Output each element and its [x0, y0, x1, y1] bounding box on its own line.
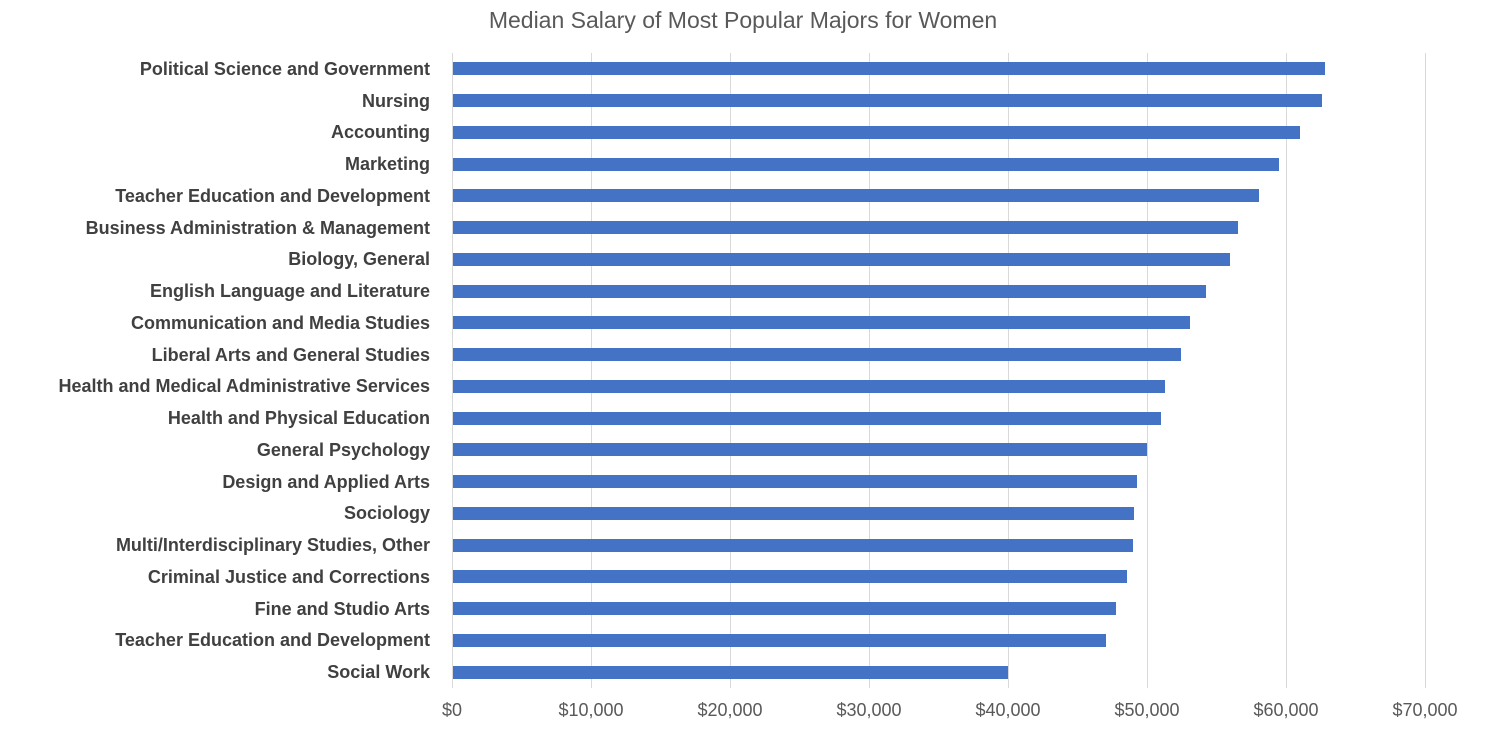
category-label: Criminal Justice and Corrections [147, 566, 430, 587]
bar [453, 411, 1161, 425]
category-label: Marketing [344, 154, 430, 175]
category-label: General Psychology [256, 439, 430, 460]
bar [453, 94, 1322, 108]
category-label: Fine and Studio Arts [254, 598, 430, 619]
x-tick-label: $70,000 [1392, 700, 1458, 720]
bar [453, 443, 1147, 457]
bar [453, 125, 1300, 139]
category-label: Design and Applied Arts [222, 471, 430, 492]
category-label: Nursing [361, 90, 430, 111]
gridline [1286, 53, 1287, 688]
bar [453, 189, 1260, 203]
gridline [730, 53, 731, 688]
category-label: Sociology [343, 503, 430, 524]
bar [453, 252, 1230, 266]
bar [453, 538, 1133, 552]
gridline [1425, 53, 1426, 688]
x-tick-label: $20,000 [697, 700, 763, 720]
category-label: English Language and Literature [149, 281, 430, 302]
x-tick-label: $60,000 [1253, 700, 1319, 720]
bar [453, 602, 1116, 616]
bar [453, 475, 1137, 489]
bar [453, 665, 1008, 679]
gridline [452, 53, 453, 688]
bar [453, 316, 1190, 330]
bar [453, 570, 1128, 584]
x-tick-label: $0 [441, 700, 463, 720]
category-label: Social Work [327, 662, 430, 683]
category-label: Liberal Arts and General Studies [151, 344, 430, 365]
plot-area [452, 53, 1426, 688]
x-tick-label: $40,000 [975, 700, 1041, 720]
category-label: Accounting [331, 122, 430, 143]
bar [453, 506, 1135, 520]
category-label: Health and Physical Education [167, 408, 430, 429]
x-tick-label: $10,000 [558, 700, 624, 720]
gridline [591, 53, 592, 688]
category-label: Health and Medical Administrative Servic… [58, 376, 430, 397]
category-label: Political Science and Government [139, 58, 430, 79]
gridline [1147, 53, 1148, 688]
bar [453, 284, 1207, 298]
category-label: Multi/Interdisciplinary Studies, Other [115, 535, 430, 556]
chart-title: Median Salary of Most Popular Majors for… [488, 7, 998, 33]
bar [453, 157, 1279, 171]
x-tick-label: $30,000 [836, 700, 902, 720]
bar [453, 379, 1165, 393]
gridline [869, 53, 870, 688]
bar [453, 348, 1182, 362]
bar [453, 221, 1239, 235]
x-tick-label: $50,000 [1114, 700, 1180, 720]
bar [453, 633, 1107, 647]
bar [453, 62, 1325, 76]
category-label: Biology, General [288, 249, 430, 270]
category-label: Business Administration & Management [85, 217, 430, 238]
category-label: Communication and Media Studies [130, 312, 430, 333]
gridline [1008, 53, 1009, 688]
category-label: Teacher Education and Development [115, 185, 430, 206]
category-label: Teacher Education and Development [115, 630, 430, 651]
